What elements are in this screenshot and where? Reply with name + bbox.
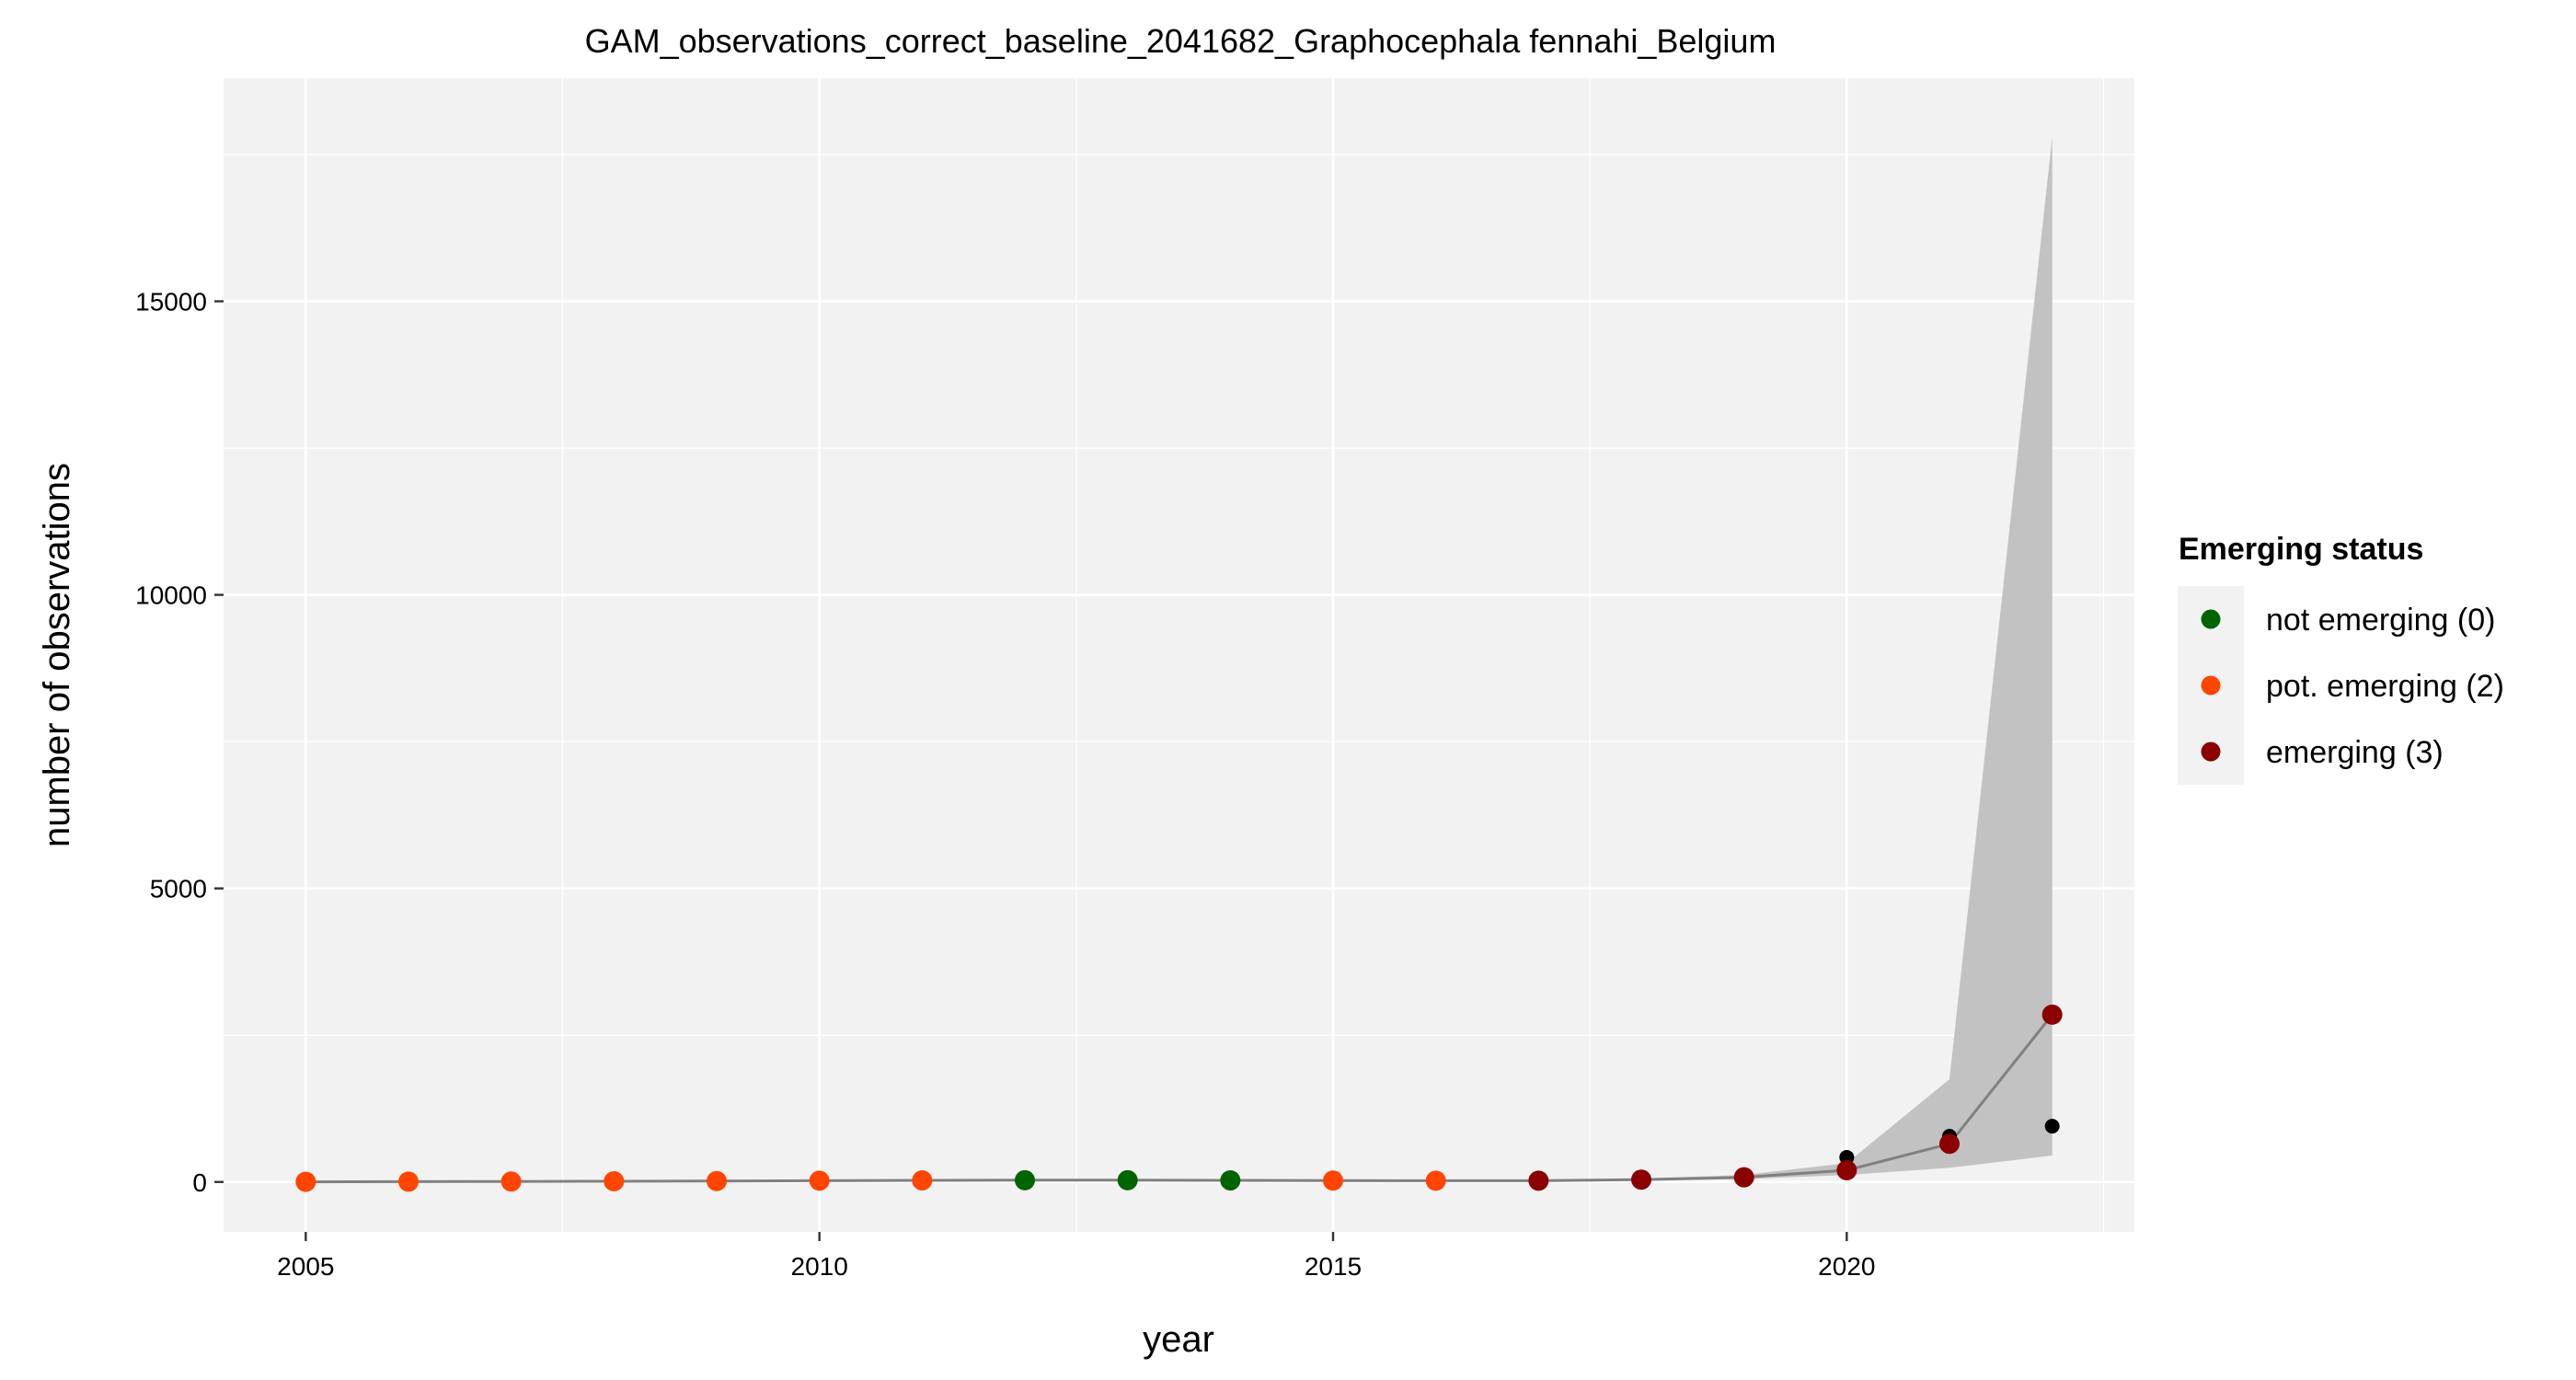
y-tick-label: 5000 (150, 875, 207, 903)
point-emerging-3 (1733, 1167, 1754, 1188)
point-not-emerging-0 (1015, 1169, 1035, 1190)
legend-marker-not-emerging (2201, 609, 2221, 629)
point-pot-emerging-2 (1425, 1170, 1446, 1191)
chart-title: GAM_observations_correct_baseline_204168… (585, 22, 1777, 60)
grid-lines (224, 78, 2134, 1232)
point-pot-emerging-2 (1323, 1170, 1343, 1191)
legend-marker-pot-emerging (2201, 675, 2221, 696)
point-not-emerging-0 (1220, 1170, 1241, 1191)
axes: 2005 2010 2015 2020 0 5000 10000 15000 (135, 288, 1875, 1281)
y-tick-label: 10000 (135, 581, 207, 610)
point-not-emerging-0 (1117, 1169, 1138, 1190)
plot-panel (224, 78, 2134, 1232)
legend-label-not-emerging: not emerging (0) (2266, 603, 2495, 638)
point-pot-emerging-2 (295, 1171, 316, 1192)
y-axis-title: number of observations (37, 463, 77, 847)
x-tick-label: 2020 (1818, 1252, 1875, 1281)
x-tick-label: 2015 (1305, 1252, 1362, 1281)
point-pot-emerging-2 (604, 1170, 625, 1191)
observed-point (2044, 1119, 2060, 1134)
y-tick-label: 0 (192, 1168, 207, 1197)
legend-label-emerging: emerging (3) (2266, 735, 2444, 770)
point-emerging-3 (1836, 1159, 1857, 1180)
legend-title: Emerging status (2179, 532, 2423, 567)
points-layer (295, 1004, 2063, 1192)
legend-label-pot-emerging: pot. emerging (2) (2266, 669, 2504, 704)
fit-line-layer (305, 1013, 2053, 1184)
point-pot-emerging-2 (398, 1171, 419, 1192)
x-axis-title: year (1143, 1319, 1214, 1360)
point-pot-emerging-2 (707, 1170, 727, 1191)
point-emerging-3 (2041, 1004, 2063, 1025)
point-pot-emerging-2 (912, 1170, 933, 1191)
point-emerging-3 (1528, 1170, 1549, 1191)
x-tick-label: 2005 (277, 1252, 334, 1281)
legend: Emerging status not emerging (0) pot. em… (2178, 532, 2504, 785)
y-tick-label: 15000 (135, 288, 207, 316)
x-tick-label: 2010 (791, 1252, 848, 1281)
point-emerging-3 (1631, 1169, 1651, 1190)
point-pot-emerging-2 (500, 1171, 522, 1192)
legend-marker-emerging (2201, 742, 2221, 762)
fit-line (305, 1013, 2053, 1184)
point-pot-emerging-2 (809, 1170, 830, 1191)
point-emerging-3 (1939, 1133, 1960, 1155)
